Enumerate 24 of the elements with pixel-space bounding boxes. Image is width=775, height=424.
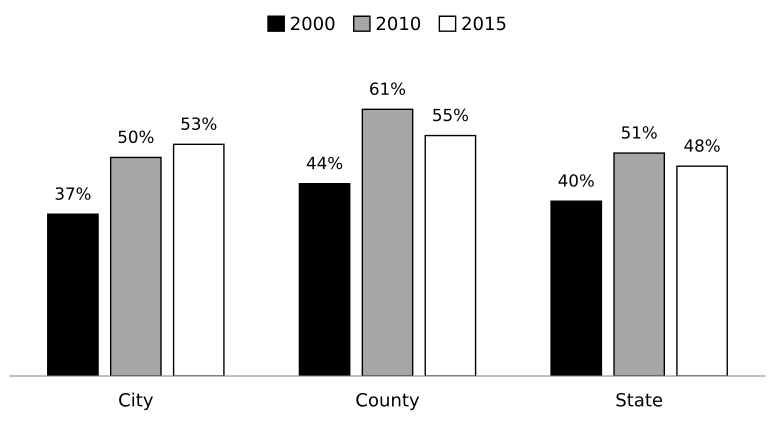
legend-label: 2000: [291, 16, 334, 30]
data-label: 37%: [56, 187, 91, 200]
bar: [362, 108, 414, 376]
data-label: 48%: [684, 139, 720, 152]
bar: [172, 144, 225, 376]
legend-label: 2015: [462, 16, 506, 30]
bar: [47, 214, 99, 376]
bar: [298, 182, 350, 376]
data-label: 53%: [182, 117, 216, 130]
x-tick-label: City: [119, 392, 153, 410]
bar: [613, 152, 666, 376]
data-label: 44%: [306, 156, 342, 170]
bar: [424, 134, 476, 376]
data-label: 40%: [558, 174, 594, 187]
data-label: 50%: [118, 130, 154, 144]
data-label: 51%: [622, 126, 657, 139]
x-tick-label: State: [616, 392, 662, 407]
data-label: 55%: [433, 108, 468, 122]
x-tick-label: County: [356, 392, 420, 410]
legend-label: 2010: [376, 16, 420, 30]
bar: [550, 200, 602, 376]
bar: [676, 165, 728, 376]
data-label: 61%: [370, 82, 406, 95]
bar: [110, 156, 162, 376]
